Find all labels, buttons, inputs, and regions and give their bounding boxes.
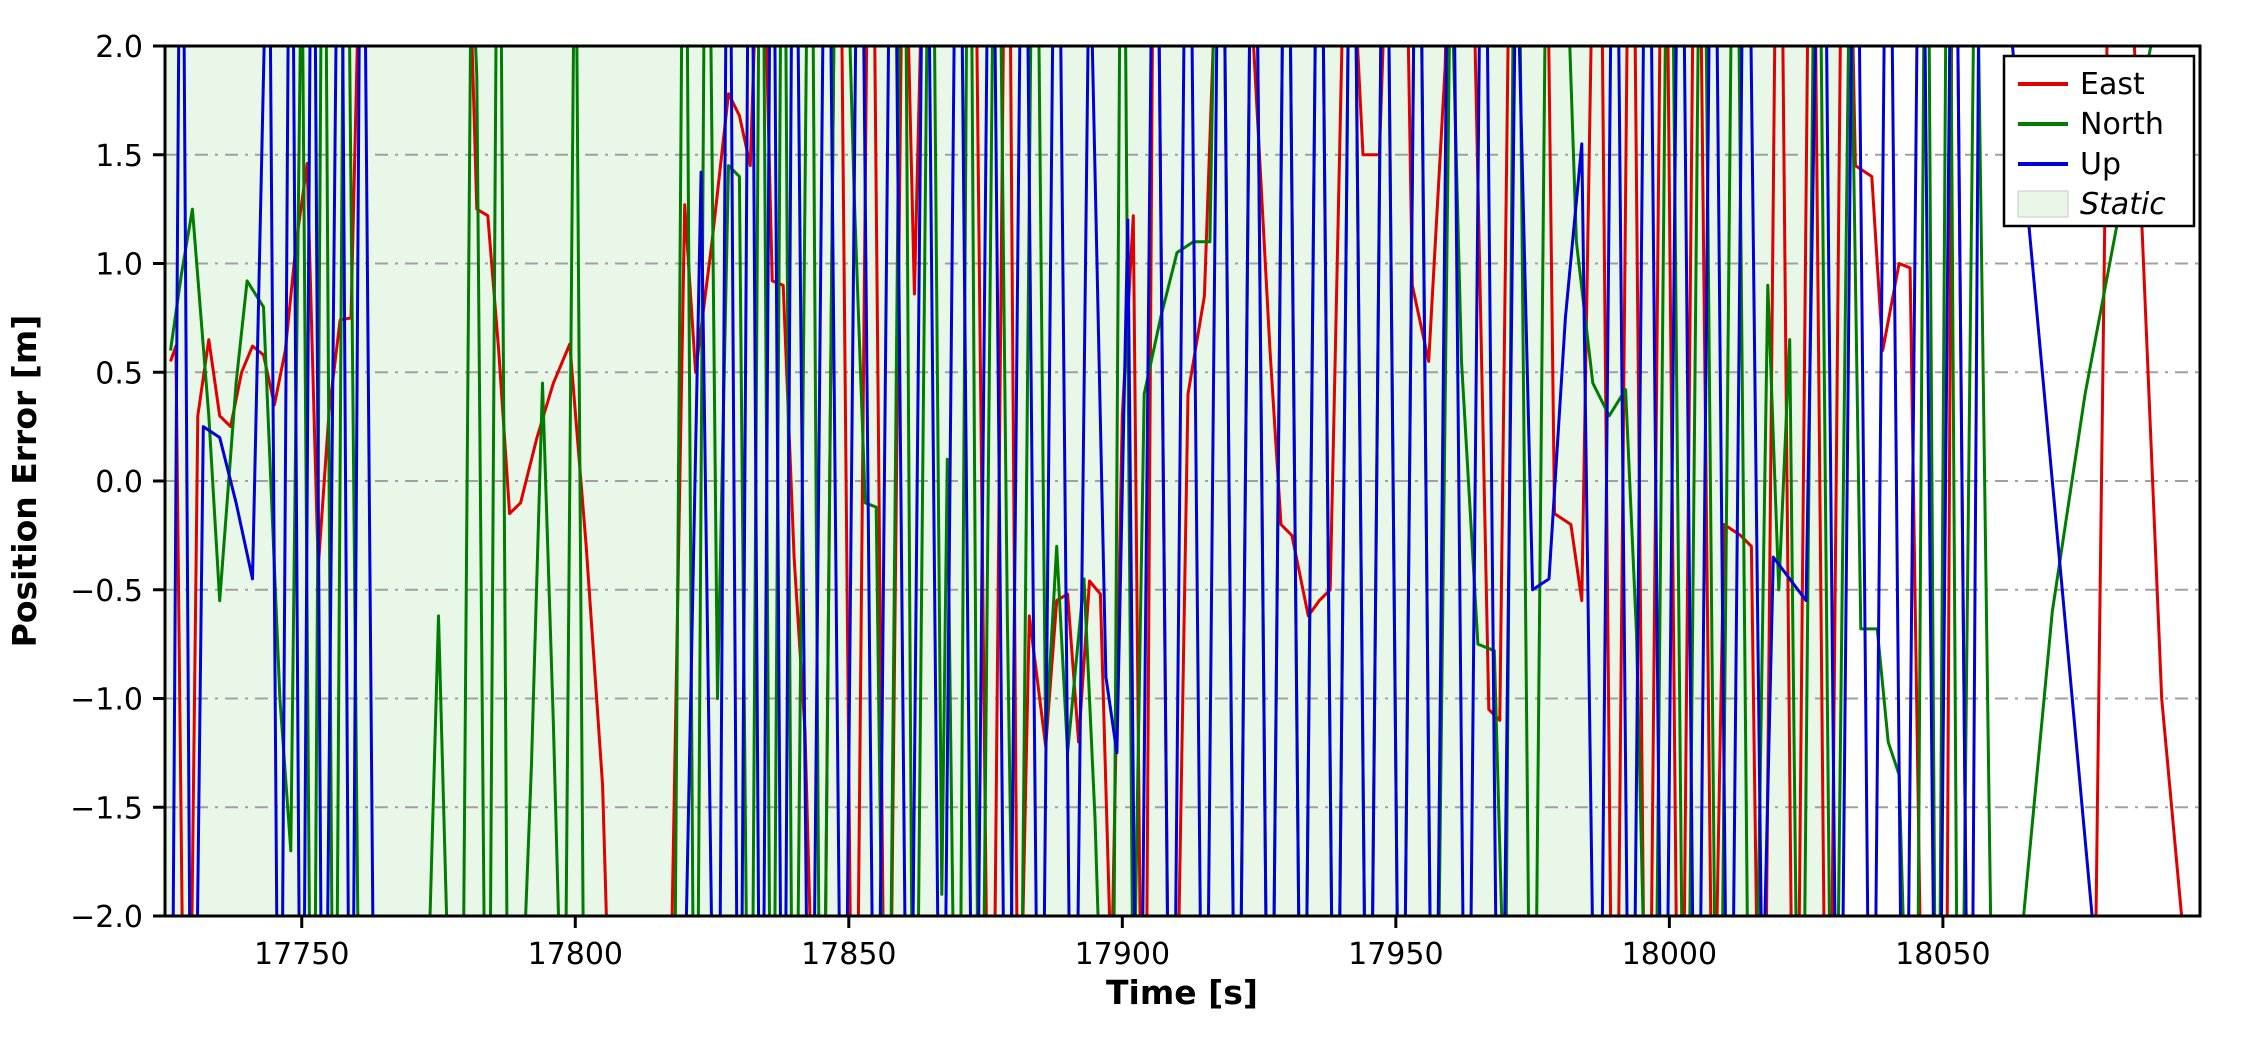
y-tick-label: −1.5 [70,791,143,826]
series-layer [169,46,2184,916]
x-tick-label: 17950 [1348,937,1443,972]
legend: East North Up Static [2002,54,2196,228]
y-tick-label: 1.0 [95,248,143,283]
tick-layer: 17750 17800 17850 17900 17950 18000 18050 −2.0 −… [70,30,1990,972]
y-tick-label: 0.0 [95,465,143,500]
x-tick-label: 17750 [254,937,349,972]
legend-label-east: East [2080,67,2145,102]
legend-sample-static [2017,190,2069,218]
y-tick-label: −0.5 [70,574,143,609]
y-tick-label: 2.0 [95,30,143,65]
legend-label-north: North [2080,107,2164,142]
y-tick-label: −2.0 [70,900,143,935]
up-series-line [171,46,2094,916]
legend-label-static: Static [2080,187,2166,222]
x-tick-label: 17850 [801,937,896,972]
y-tick-label: 1.5 [95,139,143,174]
legend-label-up: Up [2080,147,2121,182]
x-tick-label: 17800 [528,937,623,972]
x-tick-label: 17900 [1075,937,1170,972]
y-axis-label: Position Error [m] [5,315,44,648]
y-tick-label: 0.5 [95,356,143,391]
x-axis-label: Time [s] [1106,973,1258,1012]
y-tick-label: −1.0 [70,683,143,718]
axis-label-layer: Time [s] Position Error [m] [5,315,1258,1012]
x-tick-label: 18050 [1895,937,1990,972]
x-tick-label: 18000 [1622,937,1717,972]
